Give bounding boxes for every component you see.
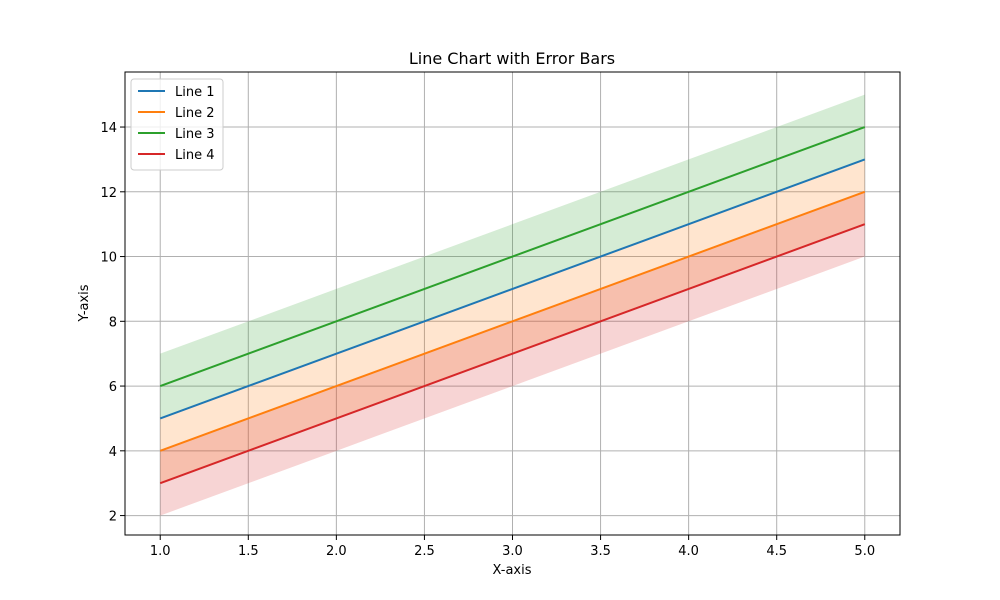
y-axis-title: Y-axis bbox=[77, 284, 92, 322]
series-line-1 bbox=[159, 158, 866, 420]
x-tick-label: 3.0 bbox=[502, 544, 523, 559]
x-tick-label: 5.0 bbox=[854, 544, 875, 559]
legend: Line 1 Line 2 Line 3 Line 4 bbox=[130, 78, 224, 171]
y-tick-label: 12 bbox=[100, 186, 117, 201]
chart-title: Line Chart with Error Bars bbox=[409, 49, 615, 68]
x-tick-label: 1.5 bbox=[238, 544, 259, 559]
series-line-4 bbox=[159, 223, 866, 485]
y-tick-label: 14 bbox=[100, 121, 117, 136]
legend-label-series-1: Line 1 bbox=[175, 85, 215, 100]
legend-label-series-2: Line 2 bbox=[175, 106, 215, 121]
legend-label-series-3: Line 3 bbox=[175, 127, 215, 142]
y-tick-label: 4 bbox=[109, 445, 117, 460]
series-lines bbox=[159, 126, 866, 485]
x-tick-label: 3.5 bbox=[590, 544, 611, 559]
y-tick-label: 6 bbox=[109, 380, 117, 395]
series-line-3 bbox=[159, 126, 866, 388]
x-axis-title: X-axis bbox=[493, 563, 532, 578]
x-ticks: 1.0 1.5 2.0 2.5 3.0 3.5 4.0 4.5 5.0 bbox=[150, 535, 875, 559]
x-tick-label: 2.5 bbox=[414, 544, 435, 559]
y-ticks: 2 4 6 8 10 12 14 bbox=[100, 121, 125, 525]
y-tick-label: 8 bbox=[109, 315, 117, 330]
x-tick-label: 1.0 bbox=[150, 544, 171, 559]
y-tick-label: 10 bbox=[100, 251, 117, 266]
x-tick-label: 4.5 bbox=[766, 544, 787, 559]
legend-box bbox=[130, 78, 224, 171]
legend-label-series-4: Line 4 bbox=[175, 148, 215, 163]
y-tick-label: 2 bbox=[109, 510, 117, 525]
series-line-2 bbox=[159, 190, 866, 452]
x-tick-label: 2.0 bbox=[326, 544, 347, 559]
x-tick-label: 4.0 bbox=[678, 544, 699, 559]
